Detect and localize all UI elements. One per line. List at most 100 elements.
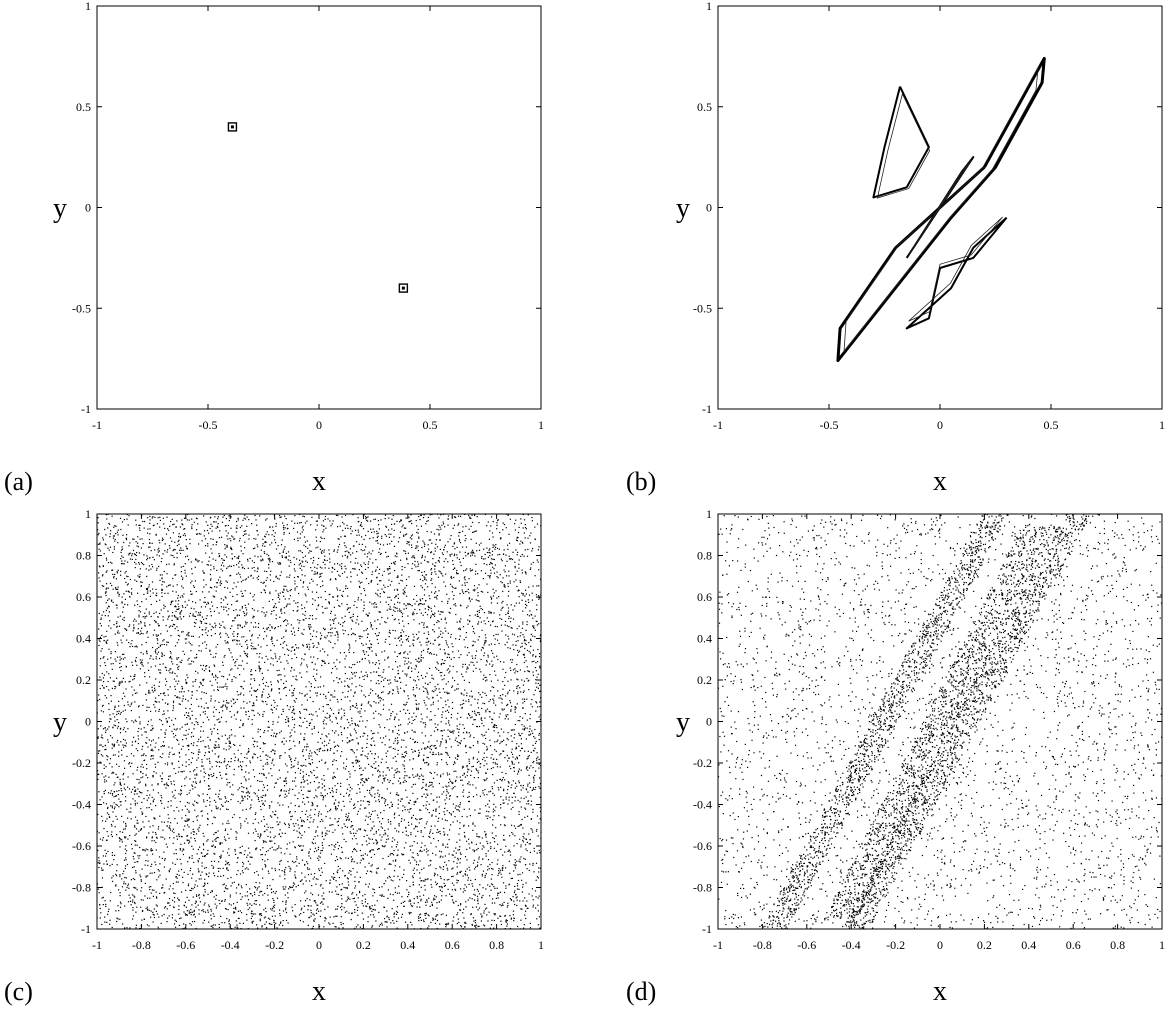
scatter-point — [492, 620, 494, 622]
scatter-point — [234, 735, 236, 737]
scatter-point — [138, 614, 140, 616]
scatter-point — [239, 625, 241, 627]
scatter-point — [266, 531, 268, 533]
scatter-point — [175, 853, 177, 855]
scatter-point — [445, 630, 447, 632]
scatter-point — [417, 549, 419, 552]
scatter-point — [136, 552, 138, 554]
scatter-point — [148, 689, 150, 691]
scatter-point — [538, 656, 541, 658]
scatter-point — [429, 864, 432, 866]
scatter-point — [462, 784, 464, 786]
scatter-point — [138, 791, 141, 793]
scatter-point — [113, 548, 115, 550]
scatter-point — [207, 818, 209, 820]
scatter-point — [452, 651, 454, 653]
scatter-point — [370, 580, 372, 582]
y-tick-label: -1 — [702, 402, 712, 416]
scatter-point — [465, 922, 467, 924]
scatter-point — [394, 726, 396, 728]
scatter-point — [263, 731, 265, 734]
scatter-point — [293, 765, 295, 767]
scatter-point — [124, 695, 126, 697]
scatter-point — [192, 831, 194, 833]
scatter-point — [508, 626, 510, 628]
scatter-point — [109, 536, 111, 538]
scatter-point — [484, 789, 486, 791]
scatter-point — [415, 699, 417, 701]
scatter-point — [199, 751, 201, 753]
scatter-point — [156, 897, 158, 899]
scatter-point — [130, 643, 132, 645]
scatter-point — [286, 843, 288, 845]
scatter-point — [231, 882, 233, 884]
attractor-curve-inner — [908, 216, 1003, 322]
scatter-point — [187, 873, 189, 875]
scatter-point — [98, 639, 100, 641]
scatter-point — [245, 533, 247, 535]
scatter-point — [429, 751, 431, 753]
scatter-point — [285, 624, 287, 627]
scatter-point — [319, 573, 321, 575]
scatter-point — [191, 904, 193, 906]
scatter-point — [415, 863, 418, 866]
scatter-point — [297, 819, 299, 821]
scatter-point — [427, 878, 429, 880]
scatter-point — [197, 533, 199, 535]
scatter-point — [174, 789, 176, 791]
scatter-point — [229, 710, 231, 713]
scatter-point — [302, 755, 304, 757]
scatter-point — [458, 735, 460, 737]
scatter-point — [375, 840, 378, 842]
scatter-point — [293, 825, 295, 827]
scatter-point — [320, 586, 322, 588]
scatter-point — [311, 762, 314, 764]
scatter-point — [274, 653, 276, 655]
scatter-point — [325, 918, 327, 920]
scatter-point — [296, 858, 298, 860]
scatter-point — [248, 778, 250, 780]
scatter-point — [174, 688, 176, 690]
scatter-point — [104, 749, 106, 751]
scatter-point — [417, 775, 419, 777]
scatter-point — [197, 794, 199, 796]
scatter-point — [178, 600, 180, 602]
scatter-point — [447, 518, 449, 520]
scatter-point — [410, 514, 412, 516]
scatter-point — [494, 564, 496, 566]
scatter-point — [106, 570, 108, 572]
scatter-point — [352, 858, 354, 860]
scatter-point — [489, 699, 491, 701]
scatter-point — [190, 924, 192, 926]
scatter-point — [273, 699, 275, 701]
scatter-point — [332, 619, 334, 621]
scatter-point — [152, 727, 154, 729]
scatter-point — [353, 849, 355, 851]
scatter-point — [323, 549, 325, 551]
scatter-point — [304, 803, 306, 805]
scatter-point — [299, 620, 301, 622]
scatter-point — [98, 565, 100, 567]
scatter-point — [243, 853, 245, 856]
scatter-point — [512, 618, 515, 620]
scatter-point — [209, 623, 211, 625]
scatter-point — [124, 876, 126, 879]
scatter-point — [172, 862, 174, 864]
scatter-point — [257, 688, 259, 691]
scatter-point — [301, 569, 303, 571]
scatter-point — [350, 634, 353, 636]
scatter-point — [285, 911, 288, 914]
scatter-point — [292, 841, 294, 843]
scatter-point — [172, 623, 175, 625]
scatter-point — [223, 565, 225, 567]
scatter-point — [478, 856, 480, 858]
scatter-point — [225, 860, 227, 862]
scatter-point — [385, 755, 388, 757]
scatter-point — [186, 793, 188, 796]
scatter-point — [370, 738, 372, 740]
scatter-point — [404, 900, 406, 902]
scatter-point — [460, 903, 462, 905]
scatter-point — [112, 744, 114, 746]
scatter-point — [534, 737, 536, 739]
scatter-point — [330, 612, 332, 614]
